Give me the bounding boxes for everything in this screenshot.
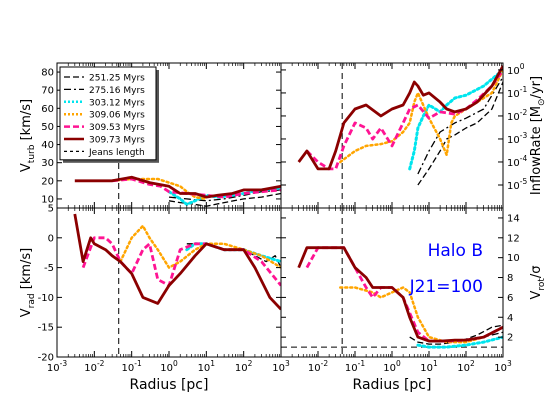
x-tick-label: 10-1 [345, 359, 365, 374]
y-tick-label: 6 [507, 293, 513, 304]
y-tick-label: 14 [507, 213, 520, 224]
y-tick-label: 10 [507, 253, 520, 264]
y-tick-label: 80 [41, 68, 54, 79]
panel-inflow: 10-5 10-4 10-3 10-2 10-1 100 InflowRate [M⊙/yr… [280, 62, 547, 209]
legend-label: 309.53 Myrs [89, 123, 145, 133]
y-tick-label: -20 [38, 353, 54, 364]
x-tick-label: 103 [272, 359, 290, 374]
y-tick-label: -15 [38, 323, 54, 334]
series-line-6 [73, 213, 281, 311]
y-tick-label: 0 [48, 233, 54, 244]
y-tick-label: 10-2 [507, 108, 527, 123]
legend-label: 303.12 Myrs [89, 98, 145, 108]
x-tick-label: 101 [198, 359, 216, 374]
y-tick-label: 30 [41, 158, 54, 169]
legend-label: 251.25 Myrs [89, 74, 145, 84]
x-tick-label: 102 [235, 359, 253, 374]
panel-rad: 10-3 10-2 10-1 100 101 102 103 -20 -15 -10 -5 0 5 Vra… [19, 204, 290, 375]
panel-rot-series [281, 208, 503, 357]
x-tick-label: 10-3 [47, 359, 67, 374]
legend-label: Jeans length [88, 148, 145, 158]
series-line-4 [110, 177, 208, 201]
y-tick-label: 60 [41, 104, 54, 115]
y-tick-label: 50 [41, 122, 54, 133]
series-line-6 [74, 175, 281, 199]
x-tick-label: 10-2 [84, 359, 104, 374]
series-line-6 [297, 246, 503, 343]
y-axis-label: InflowRate [M⊙/yr] [529, 76, 547, 195]
xlabel-left: Radius [pc] [130, 377, 209, 393]
x-tick-label: 10-1 [122, 359, 142, 374]
y-tick-label: 20 [41, 176, 54, 187]
panel-annotation: J21=100 [409, 277, 483, 297]
legend: 251.25 Myrs 275.16 Myrs 303.12 Myrs 309.06 … [59, 66, 159, 163]
y-tick-label: 10 [41, 194, 54, 205]
panel-inflow-frame [280, 62, 504, 209]
series-line-2 [417, 76, 503, 175]
panel-inflow-series [297, 63, 503, 208]
y-axis-label: Vrad [km/s] [19, 248, 37, 317]
y-tick-label: 12 [507, 233, 520, 244]
series-line-3 [408, 68, 503, 171]
y-axis-label: Vrot/σ [529, 265, 547, 299]
series-line-3 [416, 335, 503, 349]
y-tick-label: 5 [48, 204, 54, 215]
y-tick-label: 4 [507, 313, 513, 324]
legend-label: 309.73 Myrs [89, 136, 145, 146]
series-line-4 [339, 68, 503, 164]
y-tick-label: 10-5 [507, 177, 527, 192]
y-tick-label: -5 [44, 263, 54, 274]
x-tick-label: 103 [494, 359, 512, 374]
panel-turb-series [74, 63, 281, 208]
y-axis-label: Vturb [km/s] [19, 99, 37, 172]
series-line-6 [297, 65, 503, 171]
series-line-2 [168, 189, 281, 202]
y-tick-label: 100 [507, 62, 525, 77]
series-line-1 [168, 192, 281, 207]
panel-turb: 10 20 30 40 50 60 70 80 Vturb [km/s] [19, 62, 282, 209]
panel-rot: 10-2 10-1 100 101 102 103 2 4 6 8 10 12 14 Vrot/σ Halo… [280, 207, 547, 374]
legend-label: 275.16 Myrs [89, 86, 145, 96]
x-tick-label: 101 [420, 359, 438, 374]
y-tick-label: -10 [38, 293, 54, 304]
panel-annotation: Halo B [428, 241, 483, 261]
y-tick-label: 8 [507, 273, 513, 284]
y-tick-label: 10-1 [507, 85, 527, 100]
y-tick-label: 10-3 [507, 131, 527, 146]
y-tick-label: 40 [41, 140, 54, 151]
legend-label: 309.06 Myrs [89, 111, 145, 121]
x-tick-label: 10-2 [308, 359, 328, 374]
x-tick-label: 100 [160, 359, 178, 374]
y-tick-label: 70 [41, 86, 54, 97]
y-tick-label: 2 [507, 333, 513, 344]
panel-rad-series [73, 208, 281, 357]
x-tick-label: 100 [383, 359, 401, 374]
series-line-4 [339, 286, 503, 344]
series-line-1 [417, 81, 503, 186]
xlabel-right: Radius [pc] [353, 377, 432, 393]
x-tick-label: 102 [457, 359, 475, 374]
y-tick-label: 10-4 [507, 154, 527, 169]
series-line-5 [305, 69, 503, 171]
